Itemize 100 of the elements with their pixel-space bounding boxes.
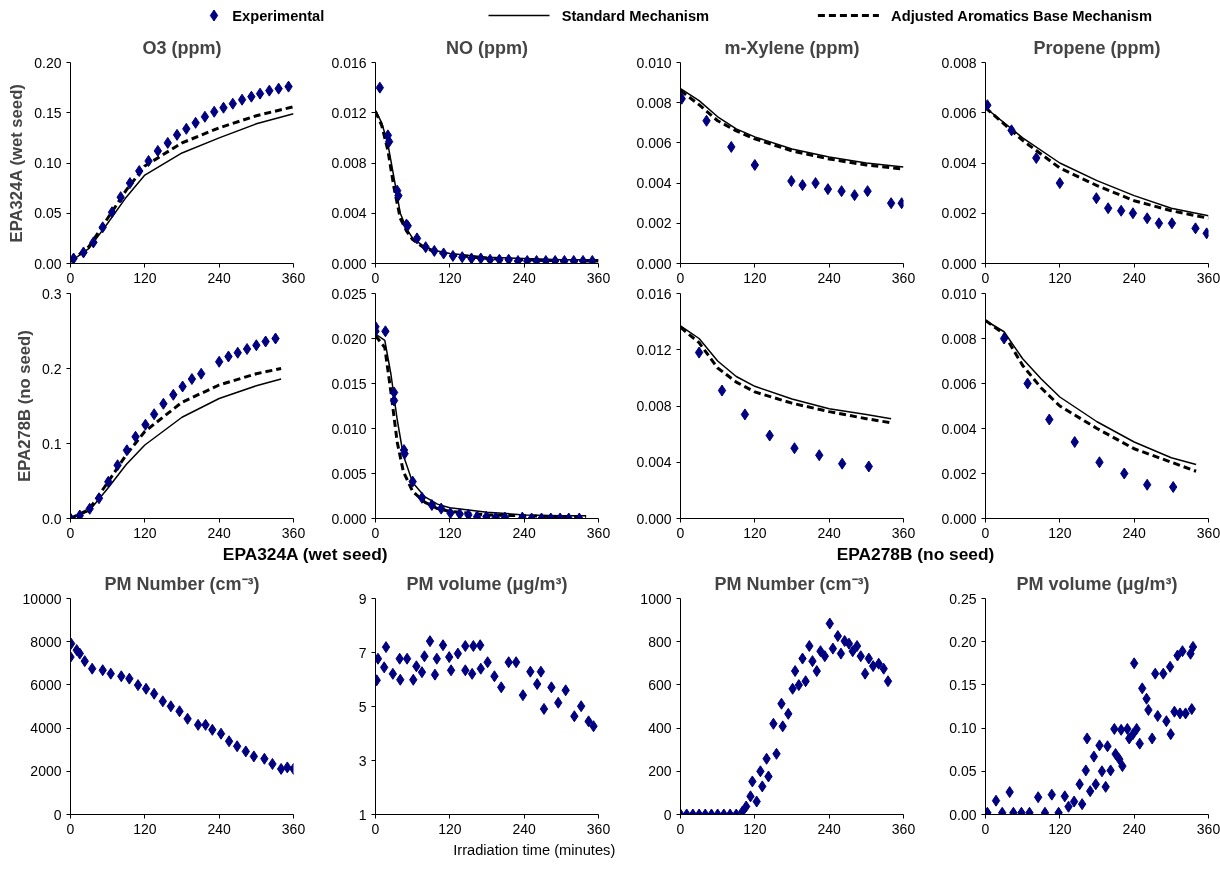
legend-label: Standard Mechanism bbox=[561, 7, 710, 24]
x-tick-label: 240 bbox=[817, 820, 842, 837]
y-tick-label: 0.002 bbox=[941, 205, 977, 222]
x-tick-label: 0 bbox=[981, 820, 990, 837]
y-tick-label: 0.000 bbox=[636, 510, 672, 527]
y-tick-label: 0.008 bbox=[331, 155, 367, 171]
y-tick-label: 0.012 bbox=[331, 104, 367, 121]
x-tick-label: 120 bbox=[743, 269, 767, 286]
y-tick-label: 0.20 bbox=[34, 54, 62, 71]
y-tick-label: 0.000 bbox=[331, 255, 367, 272]
x-tick-label: 240 bbox=[817, 524, 842, 541]
y-tick-label: 0.010 bbox=[941, 285, 977, 302]
legend-label: Experimental bbox=[232, 7, 325, 24]
chart-title: m-Xylene (ppm) bbox=[724, 37, 860, 58]
x-tick-label: 360 bbox=[1196, 524, 1220, 541]
x-tick-label: 360 bbox=[586, 269, 611, 286]
y-tick-label: 0.15 bbox=[949, 676, 977, 693]
y-tick-label: 0.006 bbox=[636, 134, 672, 151]
y-tick-label: 0.004 bbox=[331, 205, 367, 222]
y-tick-label: 400 bbox=[648, 720, 672, 737]
y-tick-label: 0.008 bbox=[941, 54, 977, 71]
y-tick-label: 0.00 bbox=[949, 806, 977, 823]
x-tick-label: 0 bbox=[676, 524, 685, 541]
y-tick-label: 0.3 bbox=[42, 285, 62, 302]
x-tick-label: 240 bbox=[207, 269, 232, 286]
x-tick-label: 360 bbox=[586, 524, 611, 541]
y-tick-label: 0.010 bbox=[636, 54, 672, 71]
x-tick-label: 0 bbox=[371, 524, 380, 541]
y-tick-label: 0.015 bbox=[331, 375, 367, 392]
y-tick-label: 0 bbox=[53, 806, 62, 823]
y-tick-label: 0.10 bbox=[949, 720, 977, 737]
x-tick-label: 240 bbox=[1122, 269, 1147, 286]
y-tick-label: 0.15 bbox=[34, 104, 62, 121]
y-tick-label: 0.0 bbox=[42, 510, 62, 527]
x-tick-label: 360 bbox=[891, 269, 916, 286]
y-tick-label: 1 bbox=[358, 806, 367, 823]
x-tick-label: 0 bbox=[66, 524, 75, 541]
x-tick-label: 120 bbox=[1048, 269, 1072, 286]
x-tick-label: 360 bbox=[281, 269, 306, 286]
chart-title: PM volume (μg/m³) bbox=[1016, 573, 1178, 594]
y-tick-label: 600 bbox=[648, 676, 672, 693]
y-tick-label: 0.000 bbox=[636, 255, 672, 272]
chart-title: PM Number (cm⁻³) bbox=[714, 573, 870, 594]
y-tick-label: 0.20 bbox=[949, 633, 977, 650]
y-tick-label: 0.000 bbox=[331, 510, 367, 527]
y-tick-label: 0.004 bbox=[636, 175, 672, 192]
x-tick-label: 360 bbox=[891, 524, 916, 541]
y-tick-label: 0.002 bbox=[941, 465, 977, 482]
x-tick-label: 360 bbox=[1196, 269, 1220, 286]
x-tick-label: 240 bbox=[1122, 524, 1147, 541]
y-tick-label: 0.004 bbox=[636, 454, 672, 471]
x-tick-label: 240 bbox=[207, 820, 232, 837]
x-tick-label: 120 bbox=[133, 524, 157, 541]
y-axis-title: EPA324A (wet seed) bbox=[7, 84, 27, 243]
x-tick-label: 0 bbox=[981, 269, 990, 286]
x-tick-label: 240 bbox=[512, 820, 537, 837]
y-tick-label: 0.016 bbox=[331, 54, 367, 71]
x-tick-label: 360 bbox=[891, 820, 916, 837]
x-tick-label: 0 bbox=[676, 269, 685, 286]
text: Irradiation time (minutes) bbox=[453, 841, 616, 858]
y-tick-label: 0.10 bbox=[34, 155, 62, 171]
x-tick-label: 120 bbox=[438, 269, 462, 286]
y-tick-label: 0.1 bbox=[42, 435, 62, 452]
x-tick-label: 120 bbox=[133, 820, 157, 837]
legend-label: Adjusted Aromatics Base Mechanism bbox=[891, 7, 1153, 24]
y-tick-label: 0.000 bbox=[941, 510, 977, 527]
chart-subtitle: EPA278B (no seed) bbox=[836, 543, 995, 564]
y-tick-label: 3 bbox=[358, 752, 367, 769]
x-tick-label: 240 bbox=[817, 269, 842, 286]
y-tick-label: 0.006 bbox=[941, 104, 977, 121]
chart-title: NO (ppm) bbox=[446, 37, 528, 58]
y-tick-label: 0.016 bbox=[636, 285, 672, 302]
y-axis-title: EPA278B (no seed) bbox=[15, 330, 35, 482]
x-tick-label: 120 bbox=[1048, 524, 1072, 541]
y-tick-label: 7 bbox=[358, 644, 367, 661]
x-tick-label: 0 bbox=[371, 820, 380, 837]
y-tick-label: 0.2 bbox=[42, 360, 62, 377]
y-tick-label: 0.008 bbox=[941, 330, 977, 347]
y-tick-label: 0.004 bbox=[941, 420, 977, 437]
x-tick-label: 360 bbox=[281, 524, 306, 541]
y-tick-label: 9 bbox=[358, 590, 367, 607]
y-tick-label: 0.010 bbox=[331, 420, 367, 437]
y-tick-label: 0.002 bbox=[636, 215, 672, 232]
y-tick-label: 0.000 bbox=[941, 255, 977, 272]
y-tick-label: 0.05 bbox=[949, 763, 977, 780]
x-tick-label: 360 bbox=[281, 820, 306, 837]
x-tick-label: 240 bbox=[512, 524, 537, 541]
x-tick-label: 240 bbox=[1122, 820, 1147, 837]
y-tick-label: 1000 bbox=[640, 590, 672, 607]
y-tick-label: 4000 bbox=[30, 720, 62, 737]
x-tick-label: 120 bbox=[743, 524, 767, 541]
x-tick-label: 0 bbox=[66, 269, 75, 286]
y-tick-label: 0.004 bbox=[941, 155, 977, 171]
y-tick-label: 6000 bbox=[30, 676, 62, 693]
chart-title: PM Number (cm⁻³) bbox=[104, 573, 260, 594]
x-tick-label: 240 bbox=[512, 269, 537, 286]
x-tick-label: 0 bbox=[676, 820, 685, 837]
y-tick-label: 800 bbox=[648, 633, 672, 650]
y-tick-label: 8000 bbox=[30, 633, 62, 650]
y-tick-label: 2000 bbox=[30, 763, 62, 780]
